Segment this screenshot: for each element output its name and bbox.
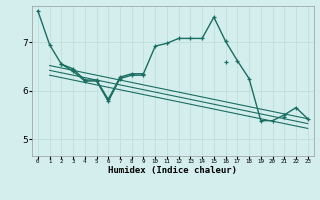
X-axis label: Humidex (Indice chaleur): Humidex (Indice chaleur) — [108, 166, 237, 175]
